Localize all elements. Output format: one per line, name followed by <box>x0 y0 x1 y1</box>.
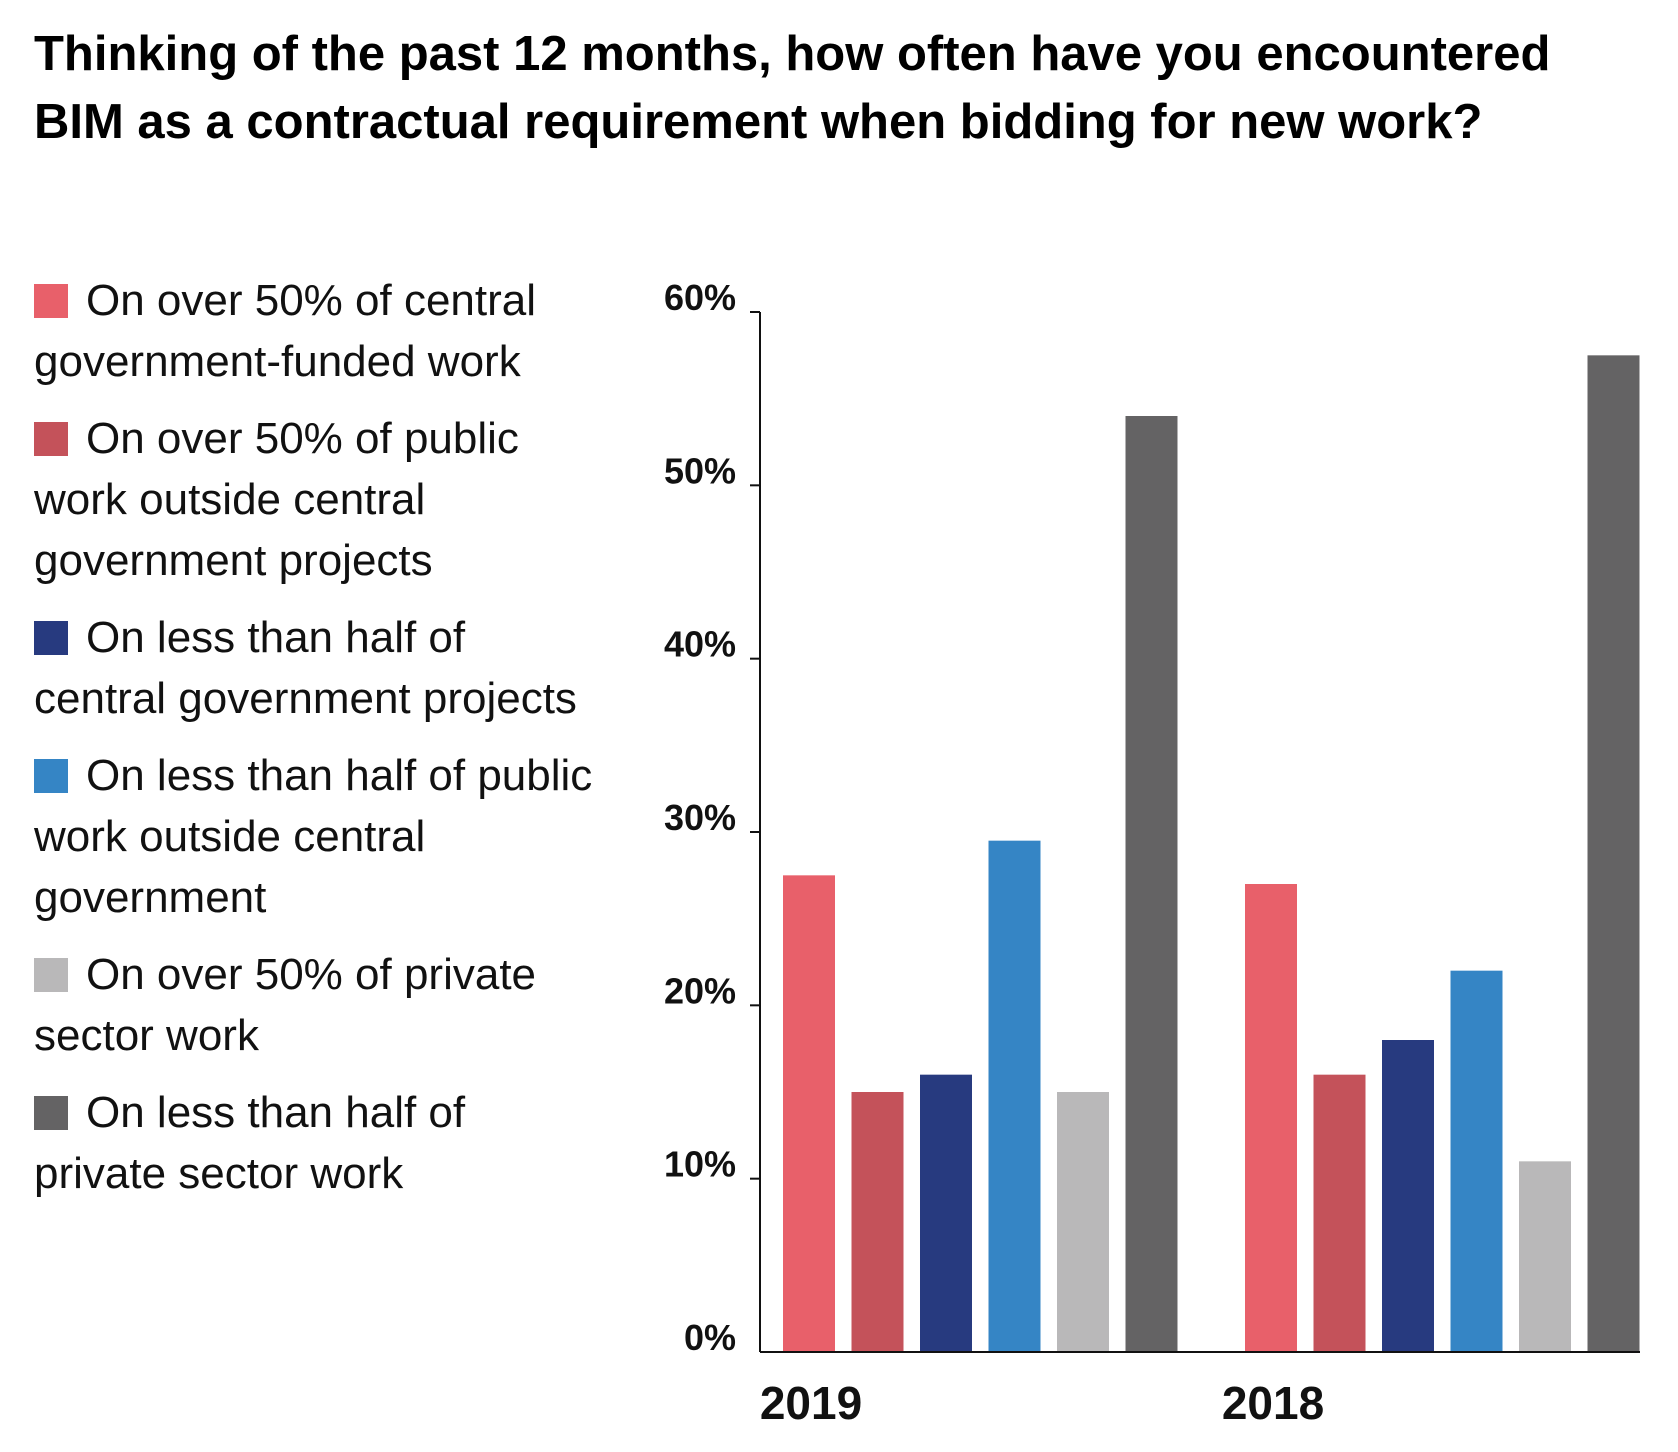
legend: On over 50% of central government-funded… <box>34 270 594 1220</box>
y-tick-label: 10% <box>664 1144 736 1185</box>
legend-item: On over 50% of central government-funded… <box>34 270 594 392</box>
legend-swatch <box>34 958 68 992</box>
legend-swatch <box>34 621 68 655</box>
x-category-label: 2018 <box>1222 1377 1324 1429</box>
legend-item: On over 50% of public work outside centr… <box>34 408 594 591</box>
bar <box>988 840 1041 1352</box>
legend-label: On over 50% of central government-funded… <box>34 276 537 386</box>
y-tick-label: 20% <box>664 970 736 1011</box>
y-tick-label: 30% <box>664 797 736 838</box>
legend-swatch <box>34 422 68 456</box>
legend-item: On less than half of private sector work <box>34 1082 594 1204</box>
bar <box>851 1092 904 1352</box>
legend-label: On less than half of private sector work <box>34 1088 466 1198</box>
bar <box>1245 884 1297 1352</box>
y-tick-label: 50% <box>664 450 736 491</box>
y-axis-ticks: 0% 10% 20% 30% 40% 50% 60% <box>664 277 760 1358</box>
x-axis-labels: 2019 2018 <box>760 1377 1324 1429</box>
legend-item: On less than half of central government … <box>34 607 594 729</box>
bar <box>1519 1161 1571 1352</box>
y-tick-label: 40% <box>664 624 736 665</box>
bar <box>920 1074 972 1352</box>
legend-item: On over 50% of private sector work <box>34 944 594 1066</box>
legend-item: On less than half of public work outside… <box>34 745 594 928</box>
bar <box>1587 355 1640 1352</box>
legend-label: On over 50% of public work outside centr… <box>34 414 519 585</box>
legend-label: On less than half of central government … <box>34 613 577 723</box>
chart-title: Thinking of the past 12 months, how ofte… <box>34 27 1551 149</box>
legend-swatch <box>34 284 68 318</box>
legend-swatch <box>34 759 68 793</box>
bar <box>1382 1040 1434 1352</box>
bar <box>1450 970 1503 1352</box>
bar <box>1057 1092 1109 1352</box>
y-tick-label: 0% <box>684 1317 736 1358</box>
y-tick-label: 60% <box>664 277 736 318</box>
legend-label: On less than half of public work outside… <box>34 751 593 922</box>
legend-label: On over 50% of private sector work <box>34 950 537 1060</box>
bar <box>1125 416 1178 1352</box>
bars <box>783 355 1640 1352</box>
bar <box>1313 1074 1366 1352</box>
x-category-label: 2019 <box>760 1377 862 1429</box>
legend-swatch <box>34 1096 68 1130</box>
bar <box>783 875 835 1352</box>
